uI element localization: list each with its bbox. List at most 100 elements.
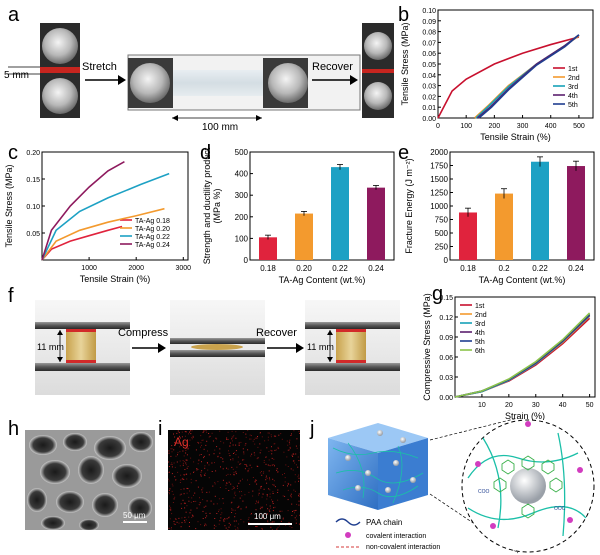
- y-tick-label: 0.06: [439, 355, 453, 362]
- y-tick-label: 500: [435, 229, 449, 238]
- x-tick-label: 0.18: [260, 264, 276, 273]
- x-tick-label: 3000: [176, 265, 192, 272]
- plot-frame: [454, 296, 596, 398]
- x-tick-label: 100: [460, 123, 472, 130]
- chart-c: 1000 2000 3000 0.05 0.10 0.15 0.20 Tensile Stra…: [4, 150, 192, 284]
- panel-label-c: c: [8, 142, 18, 164]
- y-tick-label: 0.09: [422, 19, 436, 26]
- hydrogel-cube: [328, 423, 428, 510]
- y-tick-label: 0.06: [422, 51, 436, 58]
- chain-label-2: OOC: [554, 506, 566, 512]
- x-tick-label: 400: [545, 123, 557, 130]
- y-tick-label: 400: [235, 170, 249, 179]
- x-axis-label: TA-Ag Content (wt.%): [279, 275, 366, 285]
- chart-g: 10 20 30 40 50 0.00 0.03 0.06 0.09 0.12 0.15 Strain…: [422, 293, 596, 420]
- legend-entry: 5th: [568, 102, 578, 109]
- x-tick-label: 0.20: [296, 264, 312, 273]
- bar: [259, 237, 277, 260]
- y-tick-label: 250: [435, 243, 449, 252]
- plot-frame: [249, 151, 395, 261]
- legend-entry: 5th: [475, 339, 485, 346]
- y-tick-label: 200: [235, 213, 249, 222]
- recovered-sample-photo: [362, 23, 394, 118]
- legend-entry: 4th: [475, 330, 485, 337]
- series-line: [41, 225, 123, 261]
- x-tick-label: 200: [489, 123, 501, 130]
- x-tick-label: 0.2: [498, 264, 510, 273]
- y-axis-label: Compressive Stress (MPa): [422, 293, 432, 401]
- sem-image: 50 μm: [25, 430, 155, 530]
- bar: [367, 187, 385, 260]
- series-line: [454, 315, 591, 398]
- recovered-sponge-photo: [305, 300, 400, 395]
- bar: [531, 161, 549, 260]
- recover-label-f: Recover: [256, 327, 297, 339]
- panel-a-photos: 5 mm Stretch 100 mm Recover: [4, 23, 394, 133]
- legend-entry: 3rd: [475, 321, 485, 328]
- legend-entry: TA-Ag 0.18: [135, 218, 170, 225]
- sem-scale-label: 50 μm: [123, 511, 146, 520]
- x-axis-label: Tensile Strain (%): [80, 274, 151, 284]
- y-tick-label: 0.15: [26, 177, 40, 184]
- x-tick-label: 0: [436, 123, 440, 130]
- y-tick-label: 0.10: [422, 8, 436, 15]
- x-tick-label: 10: [478, 402, 486, 409]
- series-line: [41, 172, 170, 261]
- y-tick-label: 0.02: [422, 94, 436, 101]
- y-tick-label: 0.05: [26, 231, 40, 238]
- legend-noncovalent: non-covalent interaction: [366, 544, 440, 551]
- legend-entry: TA-Ag 0.22: [135, 234, 170, 241]
- eds-map: Ag 100 μm: [168, 430, 300, 530]
- x-tick-label: 30: [532, 402, 540, 409]
- panel-label-g: g: [432, 283, 444, 305]
- legend-entry: 4th: [568, 93, 578, 100]
- panel-label-j: j: [310, 418, 315, 440]
- y-axis-label: Strength and ductility product: [202, 147, 212, 264]
- panel-label-h: h: [8, 418, 20, 440]
- legend-entry: 6th: [475, 348, 485, 355]
- legend-paa-chain: PAA chain: [366, 518, 402, 527]
- y-tick-label: 0.20: [26, 150, 40, 157]
- panel-label-e: e: [398, 142, 410, 164]
- y-tick-label: 0.12: [439, 315, 453, 322]
- x-tick-label: 20: [505, 402, 513, 409]
- series-line: [437, 36, 580, 119]
- legend-entry: 2nd: [568, 75, 580, 82]
- chart-b: 0 100 200 300 400 500 0.00 0.01 0.02 0.03 0.04 0.05…: [400, 8, 594, 142]
- thickness-label: 5 mm: [4, 70, 29, 81]
- y-axis-label: Tensile Stress (MPa): [4, 164, 14, 247]
- y-tick-label: 0.09: [439, 335, 453, 342]
- x-tick-label: 2000: [128, 265, 144, 272]
- x-tick-label: 50: [586, 402, 594, 409]
- legend-covalent: covalent interaction: [366, 533, 426, 540]
- y-tick-label: 0.07: [422, 40, 436, 47]
- x-tick-label: 0.22: [532, 264, 548, 273]
- chart-e: 0 250 500 750 1000 1250 1500 1750 2000 0.18 0.2 0.2…: [404, 148, 595, 285]
- y-tick-label: 0: [244, 256, 249, 265]
- eds-scale-label: 100 μm: [254, 512, 281, 521]
- legend-entry: TA-Ag 0.20: [135, 226, 170, 233]
- x-tick-label: 40: [559, 402, 567, 409]
- panel-label-a: a: [8, 4, 20, 26]
- y-tick-label: 100: [235, 234, 249, 243]
- bar: [331, 167, 349, 260]
- stretch-label: Stretch: [82, 61, 117, 73]
- series-line: [454, 312, 591, 398]
- schematic-legend: PAA chain covalent interaction non-coval…: [335, 518, 440, 551]
- x-axis-label: TA-Ag Content (wt.%): [479, 275, 566, 285]
- x-axis-label: Tensile Strain (%): [480, 132, 551, 142]
- schematic-network: COO OOC PAA chain covalent interaction n…: [328, 418, 595, 554]
- y-tick-label: 0.08: [422, 30, 436, 37]
- x-tick-label: 0.18: [460, 264, 476, 273]
- length-label: 100 mm: [202, 122, 238, 133]
- stretched-sample-photo: [127, 54, 361, 111]
- compressed-sample-photo: [170, 300, 265, 395]
- y-tick-label: 0: [444, 256, 449, 265]
- x-tick-label: 0.24: [568, 264, 584, 273]
- y-tick-label: 0.10: [26, 204, 40, 211]
- series-line: [41, 161, 125, 261]
- y-axis-label: (MPa %): [212, 188, 222, 223]
- eds-element-label: Ag: [174, 435, 189, 449]
- bar: [295, 213, 313, 260]
- y-tick-label: 1000: [430, 202, 448, 211]
